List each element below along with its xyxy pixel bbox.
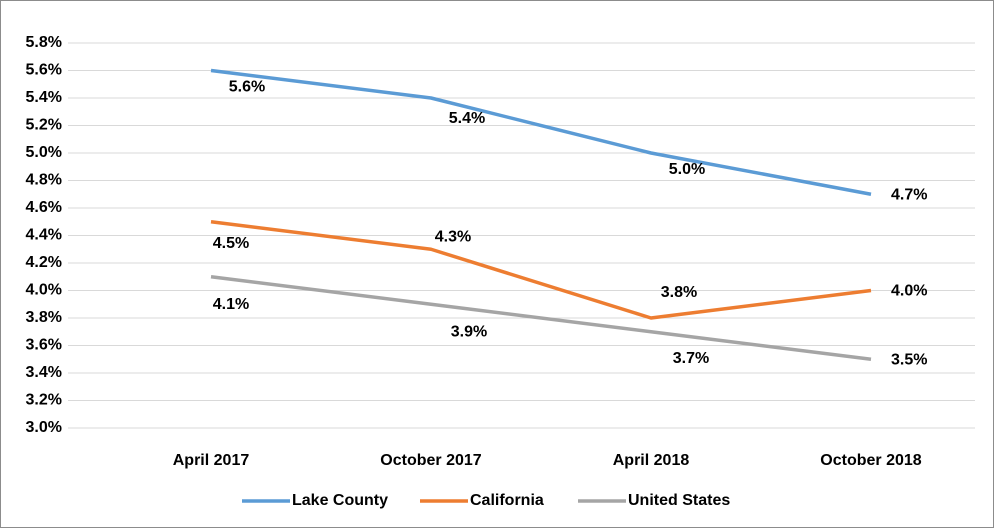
y-tick-label: 3.0%	[26, 419, 62, 436]
y-tick-label: 3.6%	[26, 337, 62, 354]
y-tick-label: 4.8%	[26, 172, 62, 189]
x-tick-label: October 2017	[380, 452, 481, 469]
series-line	[210, 275, 872, 361]
legend-label: California	[470, 492, 544, 509]
y-tick-label: 5.6%	[26, 62, 62, 79]
y-tick-label: 5.2%	[26, 117, 62, 134]
legend-label: Lake County	[292, 492, 388, 509]
y-tick-label: 5.4%	[26, 89, 62, 106]
y-tick-label: 5.8%	[26, 34, 62, 51]
series-line	[210, 220, 872, 320]
y-tick-label: 3.8%	[26, 309, 62, 326]
data-label: 4.7%	[891, 186, 927, 203]
y-tick-label: 4.4%	[26, 227, 62, 244]
x-tick-label: April 2017	[173, 452, 250, 469]
data-label: 3.5%	[891, 351, 927, 368]
data-label: 3.8%	[661, 284, 697, 301]
data-label: 5.6%	[229, 79, 265, 96]
x-tick-label: October 2018	[820, 452, 921, 469]
legend-label: United States	[628, 492, 730, 509]
data-label: 5.4%	[449, 110, 485, 127]
y-tick-label: 3.4%	[26, 364, 62, 381]
y-tick-label: 4.2%	[26, 254, 62, 271]
series-line	[210, 68, 872, 196]
data-label: 3.9%	[451, 323, 487, 340]
data-label: 4.0%	[891, 283, 927, 300]
y-tick-label: 4.0%	[26, 282, 62, 299]
data-label: 5.0%	[669, 161, 705, 178]
data-label: 4.1%	[213, 296, 249, 313]
data-label: 3.7%	[673, 350, 709, 367]
y-tick-label: 4.6%	[26, 199, 62, 216]
x-tick-label: April 2018	[613, 452, 690, 469]
y-tick-label: 5.0%	[26, 144, 62, 161]
data-label: 4.5%	[213, 235, 249, 252]
data-label: 4.3%	[435, 228, 471, 245]
y-tick-label: 3.2%	[26, 392, 62, 409]
